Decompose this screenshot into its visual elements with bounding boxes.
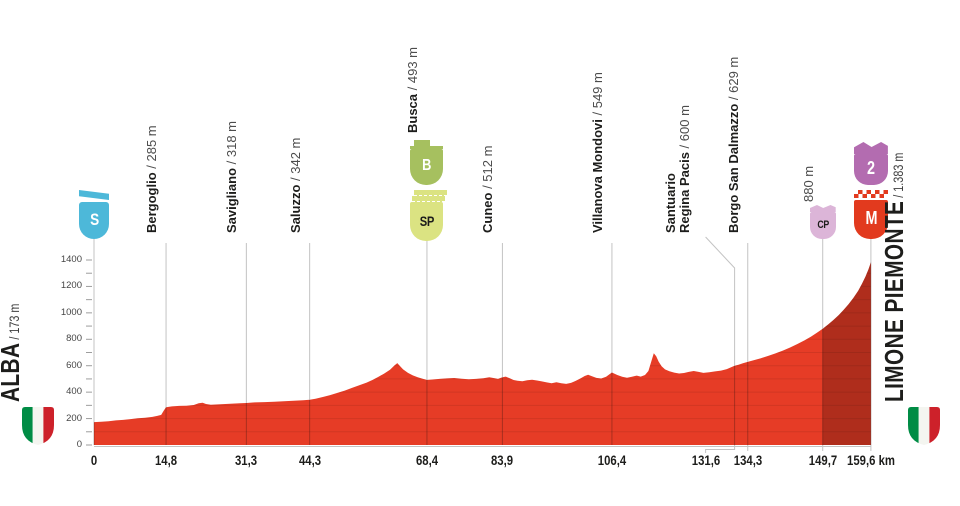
italy-flag-shield-right	[908, 407, 940, 445]
finish-location-label: LIMONE PIEMONTE / 1.383 m	[879, 152, 909, 402]
start-name: ALBA	[0, 342, 25, 402]
elevation-profile-area	[94, 262, 871, 445]
finish-elevation: / 1.383 m	[891, 152, 906, 201]
offset-tick-jog	[705, 445, 736, 453]
finish-name: LIMONE PIEMONTE	[879, 200, 909, 402]
profile-inner-grid	[94, 262, 871, 445]
italy-flag-shield-left	[22, 407, 54, 445]
final-climb-highlight	[822, 262, 871, 445]
start-elevation: / 173 m	[7, 303, 22, 343]
start-location-label: ALBA / 173 m	[0, 303, 25, 402]
waypoint-leader-line	[705, 236, 736, 366]
